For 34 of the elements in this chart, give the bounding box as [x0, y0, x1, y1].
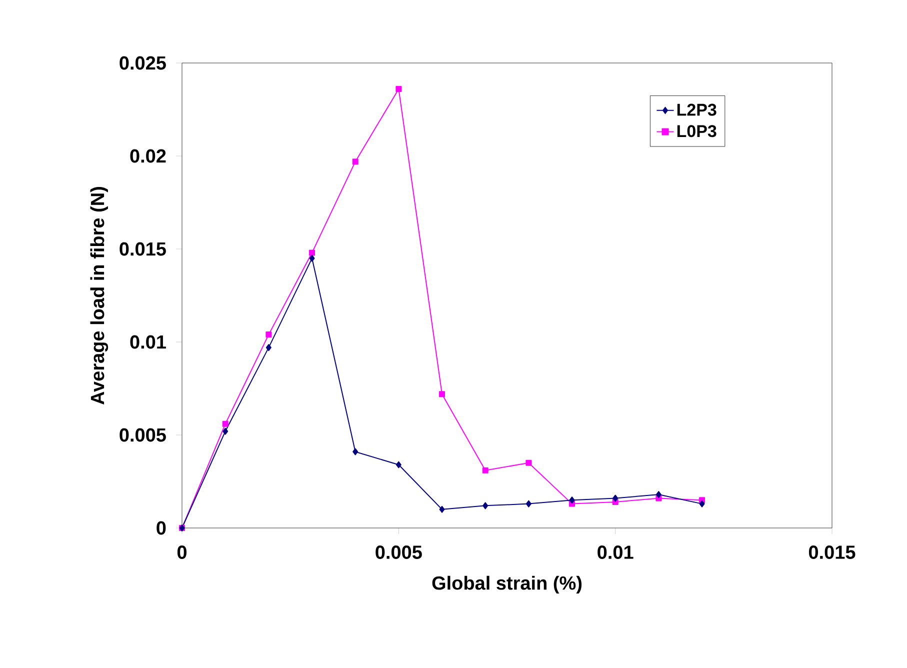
y-tick-label: 0.015	[120, 242, 166, 256]
x-tick-label: 0.01	[598, 546, 634, 559]
legend-label: L2P3	[677, 104, 716, 116]
point	[526, 460, 532, 466]
x-tick-label: 0.015	[808, 546, 856, 559]
point	[396, 461, 402, 468]
point	[309, 254, 315, 262]
y-tick-label: 0	[156, 521, 166, 535]
point	[396, 86, 402, 92]
point	[482, 502, 488, 510]
point	[656, 491, 662, 498]
point	[439, 506, 445, 513]
point	[352, 158, 358, 165]
point	[526, 500, 532, 508]
point	[352, 448, 358, 456]
y-tick-label: 0.02	[130, 149, 166, 163]
point	[222, 420, 228, 427]
point	[482, 467, 488, 474]
y-tick-label: 0.025	[120, 56, 166, 70]
point	[266, 344, 272, 352]
legend-label: L0P3	[677, 125, 716, 138]
point	[309, 250, 316, 256]
point	[266, 332, 272, 338]
y-tick-label: 0.005	[120, 428, 166, 442]
point	[699, 500, 705, 508]
x-tick-label: 0	[177, 546, 187, 559]
point	[569, 496, 575, 504]
y-axis-title: Average load in fibre (N)	[90, 187, 108, 404]
x-axis-title: Global strain (%)	[432, 576, 582, 594]
point	[222, 428, 228, 435]
point	[439, 391, 446, 398]
x-tick-label: 0.005	[376, 546, 422, 559]
point	[612, 494, 618, 502]
y-tick-label: 0.01	[130, 335, 166, 349]
